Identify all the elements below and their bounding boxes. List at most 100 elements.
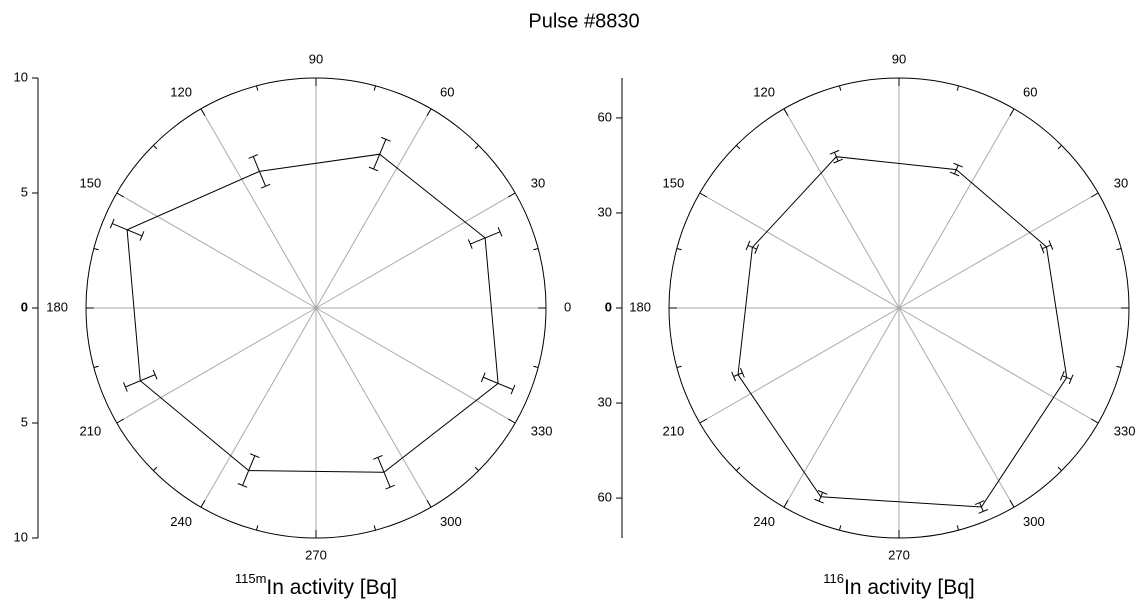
error-stem <box>1041 244 1052 250</box>
outer-circle <box>668 77 1130 539</box>
r-tick-label: 0 <box>605 299 612 314</box>
grid-spoke <box>898 307 1015 508</box>
axis-label-text: In activity [Bq] <box>844 576 975 599</box>
minor-tick <box>838 85 842 91</box>
error-cap <box>1059 370 1065 381</box>
grid-spoke <box>315 307 516 424</box>
chart-title: Pulse #8830 <box>528 10 639 32</box>
error-stem <box>252 156 267 187</box>
grid-spoke <box>315 307 432 508</box>
grid-spoke <box>116 192 317 309</box>
error-bar <box>745 240 760 254</box>
error-bar <box>248 154 271 189</box>
error-cap <box>260 183 271 189</box>
data-line <box>737 156 1068 508</box>
error-cap <box>829 149 840 155</box>
grid-spoke <box>315 108 432 309</box>
theta-tick-label: 300 <box>440 514 462 529</box>
theta-tick <box>699 418 707 424</box>
error-cap <box>368 166 379 172</box>
minor-tick <box>838 525 842 531</box>
theta-tick <box>200 108 206 116</box>
grid-spoke <box>783 108 900 309</box>
theta-tick <box>1091 418 1099 424</box>
error-cap <box>250 453 260 459</box>
error-stem <box>373 139 387 170</box>
axis-label-sup: 115m <box>235 571 267 586</box>
error-stem <box>954 164 959 175</box>
minor-tick <box>1116 365 1122 369</box>
r-tick-label: 30 <box>598 204 612 219</box>
error-cap <box>373 455 383 460</box>
error-cap <box>745 240 751 251</box>
theta-tick-label: 180 <box>629 299 651 314</box>
theta-tick-label: 0 <box>564 299 571 314</box>
theta-tick-label: 270 <box>305 547 327 562</box>
theta-tick-label: 120 <box>170 85 192 100</box>
theta-tick <box>1009 500 1015 508</box>
minor-tick <box>373 85 377 91</box>
error-cap <box>1068 374 1074 385</box>
theta-tick-label: 330 <box>531 423 553 438</box>
outer-circle <box>85 77 547 539</box>
minor-tick <box>676 247 682 251</box>
theta-tick-label: 270 <box>888 547 910 562</box>
r-tick-label: 30 <box>598 394 612 409</box>
theta-tick-label: 60 <box>1023 85 1037 100</box>
minor-tick <box>956 85 960 91</box>
grid-spoke <box>116 307 317 424</box>
error-bar <box>974 500 989 514</box>
theta-tick <box>426 500 432 508</box>
r-tick-label: 0 <box>21 299 28 314</box>
error-cap <box>817 490 828 495</box>
minor-tick <box>93 247 99 251</box>
theta-tick-label: 90 <box>892 51 906 66</box>
theta-tick-label: 150 <box>663 175 685 190</box>
error-bar <box>368 136 391 172</box>
error-cap <box>978 509 989 514</box>
theta-tick <box>783 108 789 116</box>
error-cap <box>949 171 960 177</box>
error-cap <box>814 498 824 504</box>
theta-tick <box>116 192 124 198</box>
error-stem <box>1062 375 1072 380</box>
r-tick-label: 5 <box>21 184 28 199</box>
theta-tick <box>116 418 124 424</box>
error-cap <box>480 372 486 383</box>
theta-tick-label: 240 <box>170 514 192 529</box>
theta-tick <box>783 500 789 508</box>
r-tick-label: 10 <box>14 69 28 84</box>
error-cap <box>953 162 963 168</box>
error-bar <box>731 368 745 382</box>
theta-tick <box>1091 192 1099 198</box>
error-cap <box>248 154 259 159</box>
error-cap <box>467 239 473 249</box>
theta-tick-label: 180 <box>46 299 68 314</box>
minor-tick <box>1057 145 1062 150</box>
error-cap <box>974 500 985 506</box>
error-cap <box>740 368 745 378</box>
grid-spoke <box>699 307 900 424</box>
error-cap <box>237 483 248 488</box>
theta-tick-label: 30 <box>531 175 545 190</box>
r-tick-label: 5 <box>21 414 28 429</box>
r-tick-label: 10 <box>14 529 28 544</box>
error-cap <box>385 484 396 490</box>
error-stem <box>979 502 984 512</box>
minor-tick <box>373 525 377 531</box>
grid-spoke <box>315 192 516 309</box>
r-tick-label: 60 <box>598 490 612 505</box>
minor-tick <box>956 525 960 531</box>
minor-tick <box>1057 466 1062 471</box>
theta-tick-label: 30 <box>1114 175 1128 190</box>
error-bar <box>949 162 963 177</box>
theta-tick <box>1009 108 1015 116</box>
theta-tick-label: 300 <box>1023 514 1045 529</box>
minor-tick <box>153 145 158 150</box>
error-cap <box>1039 243 1045 254</box>
axis-label-text: In activity [Bq] <box>266 576 397 599</box>
error-stem <box>112 223 143 237</box>
theta-tick-label: 330 <box>1114 423 1136 438</box>
theta-tick <box>200 500 206 508</box>
